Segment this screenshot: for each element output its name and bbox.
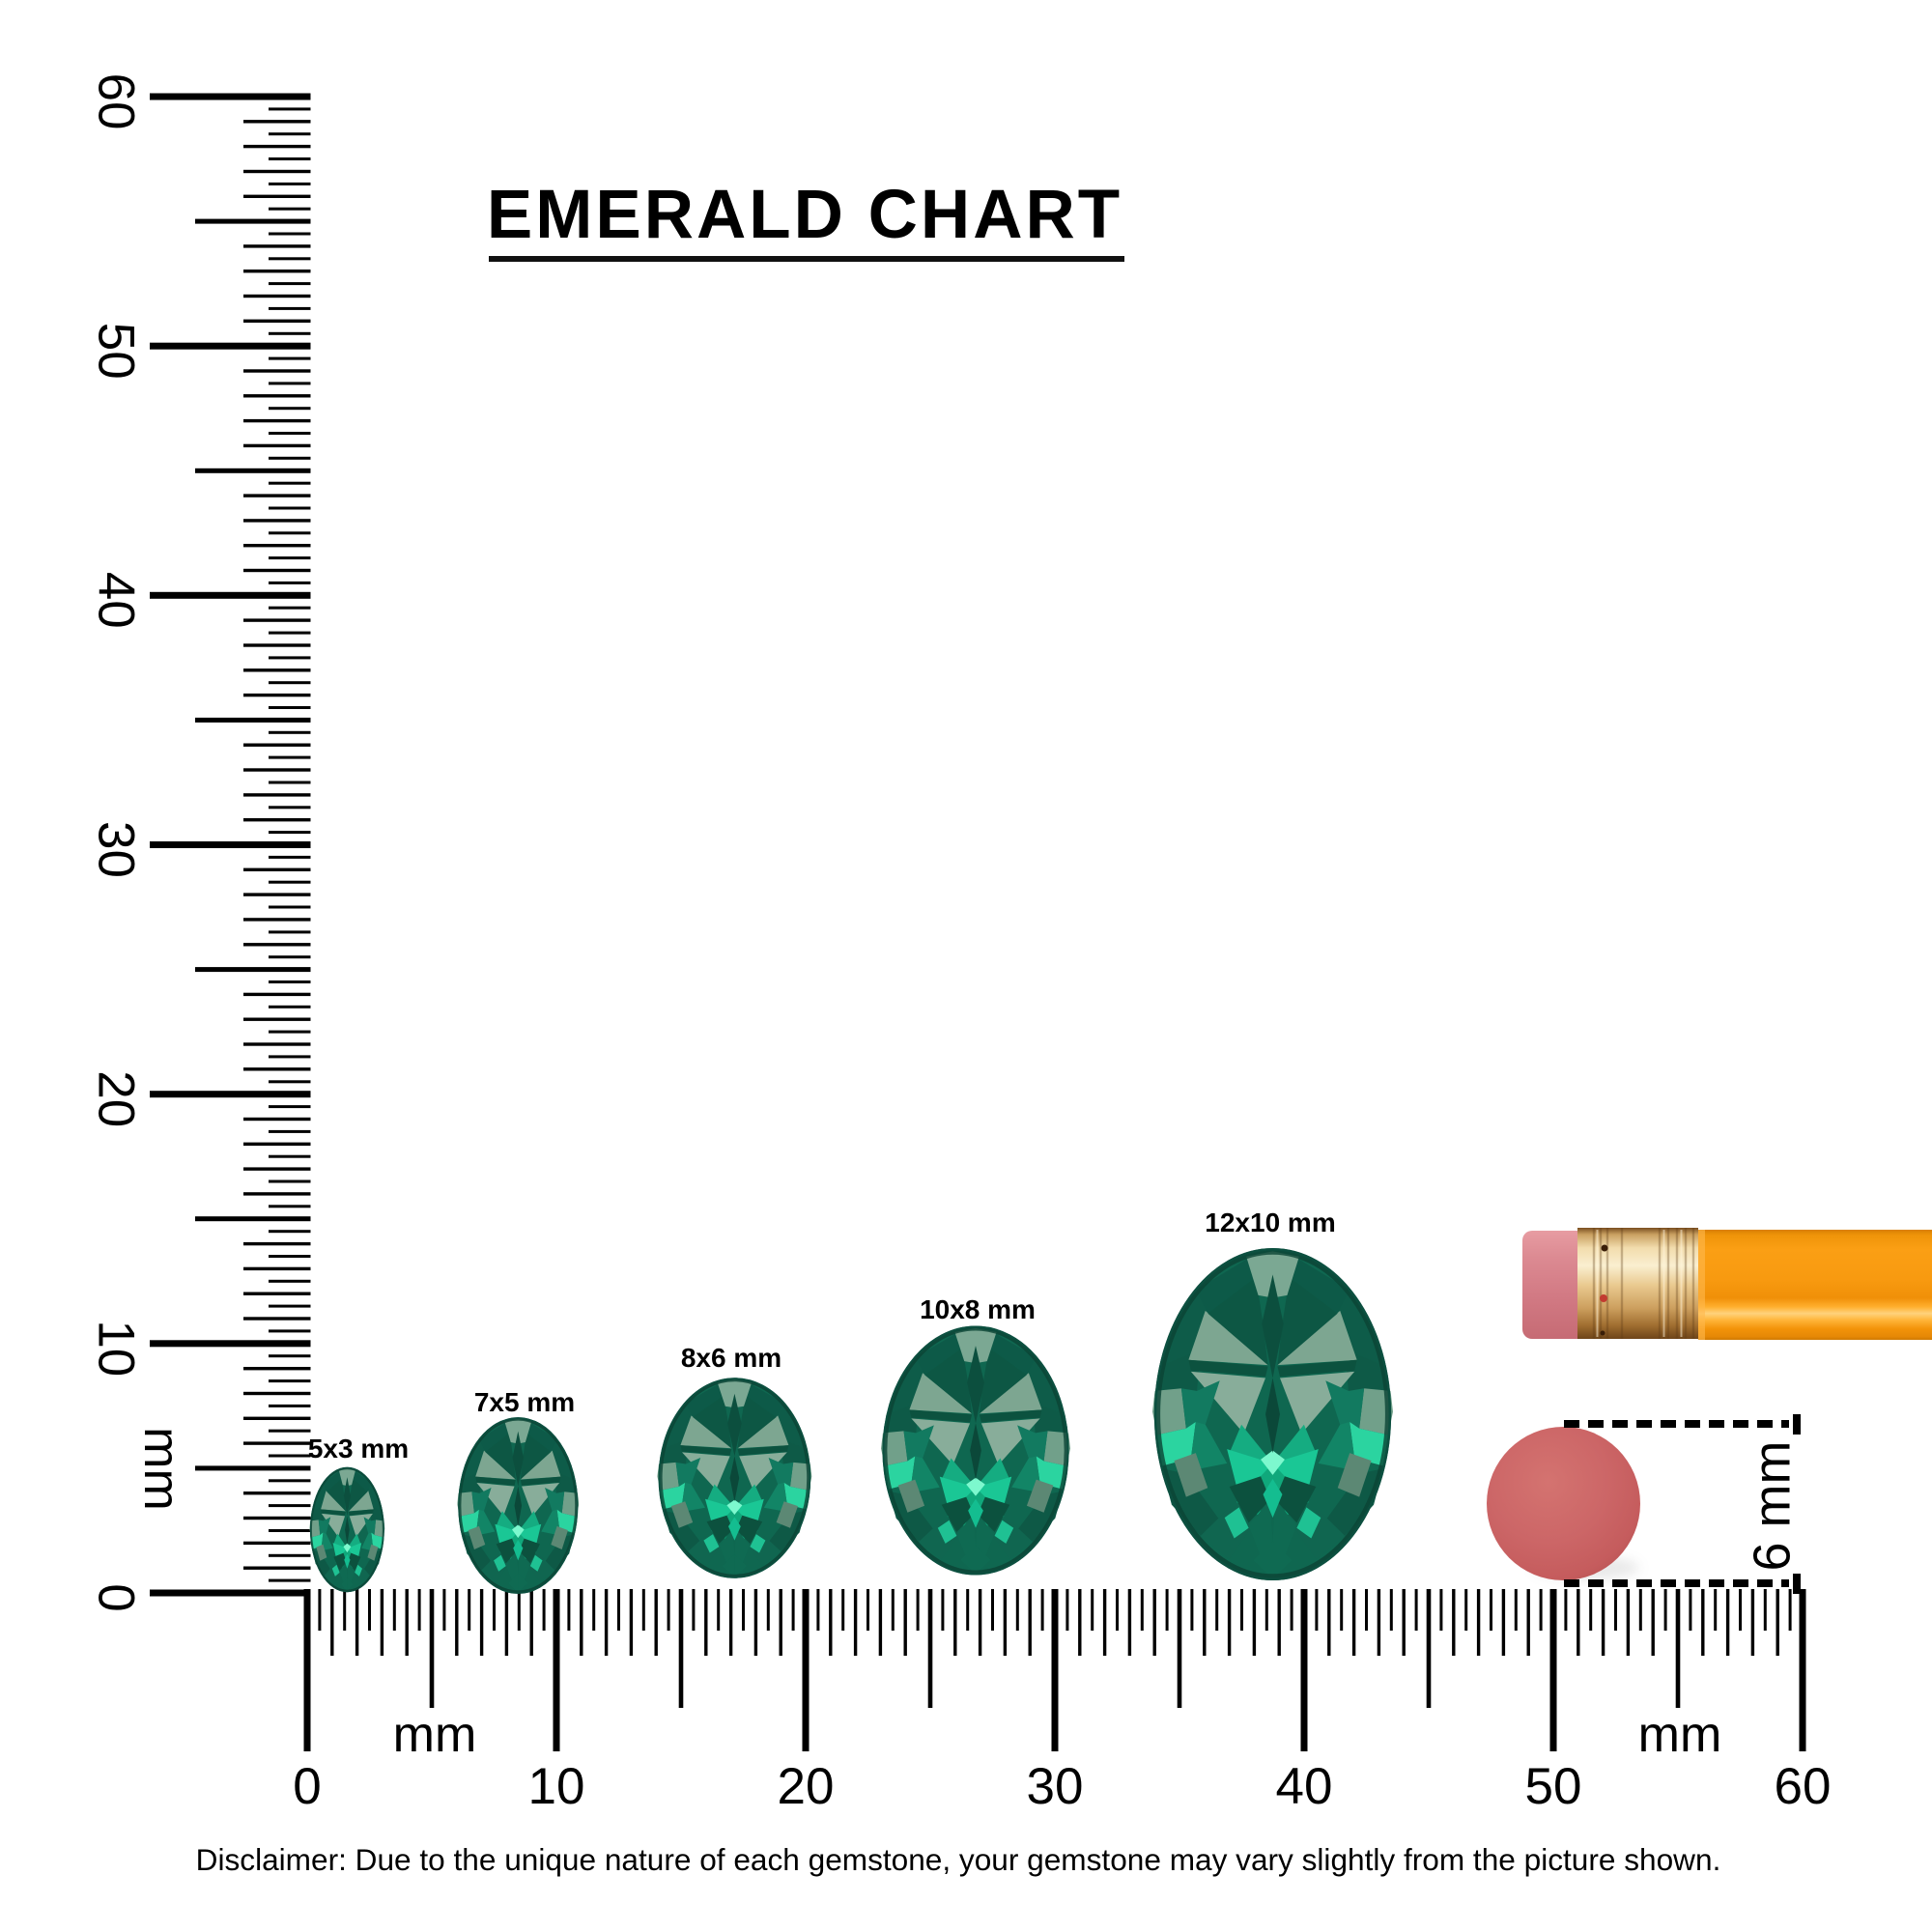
svg-text:30: 30 (87, 821, 144, 878)
svg-text:40: 40 (87, 572, 144, 629)
svg-text:20: 20 (778, 1758, 835, 1815)
svg-text:mm: mm (1638, 1707, 1722, 1763)
svg-text:0: 0 (293, 1758, 321, 1815)
svg-text:50: 50 (87, 323, 144, 380)
svg-text:10x8 mm: 10x8 mm (920, 1294, 1036, 1324)
svg-text:60: 60 (1775, 1758, 1832, 1815)
svg-text:7x5 mm: 7x5 mm (474, 1387, 575, 1417)
svg-text:30: 30 (1027, 1758, 1084, 1815)
svg-text:60: 60 (87, 73, 144, 130)
svg-text:10: 10 (87, 1320, 144, 1377)
svg-text:10: 10 (528, 1758, 585, 1815)
svg-text:5x3 mm: 5x3 mm (308, 1434, 409, 1463)
svg-text:0: 0 (87, 1583, 144, 1611)
svg-text:EMERALD CHART: EMERALD CHART (487, 177, 1122, 253)
svg-text:8x6 mm: 8x6 mm (681, 1343, 781, 1373)
svg-text:20: 20 (87, 1070, 144, 1127)
svg-text:12x10 mm: 12x10 mm (1205, 1208, 1335, 1237)
svg-text:Disclaimer: Due to the unique: Disclaimer: Due to the unique nature of … (196, 1842, 1721, 1877)
svg-text:mm: mm (133, 1427, 189, 1511)
svg-text:6 mm: 6 mm (1743, 1441, 1801, 1572)
svg-text:50: 50 (1525, 1758, 1582, 1815)
svg-text:40: 40 (1276, 1758, 1333, 1815)
svg-text:mm: mm (393, 1707, 477, 1763)
